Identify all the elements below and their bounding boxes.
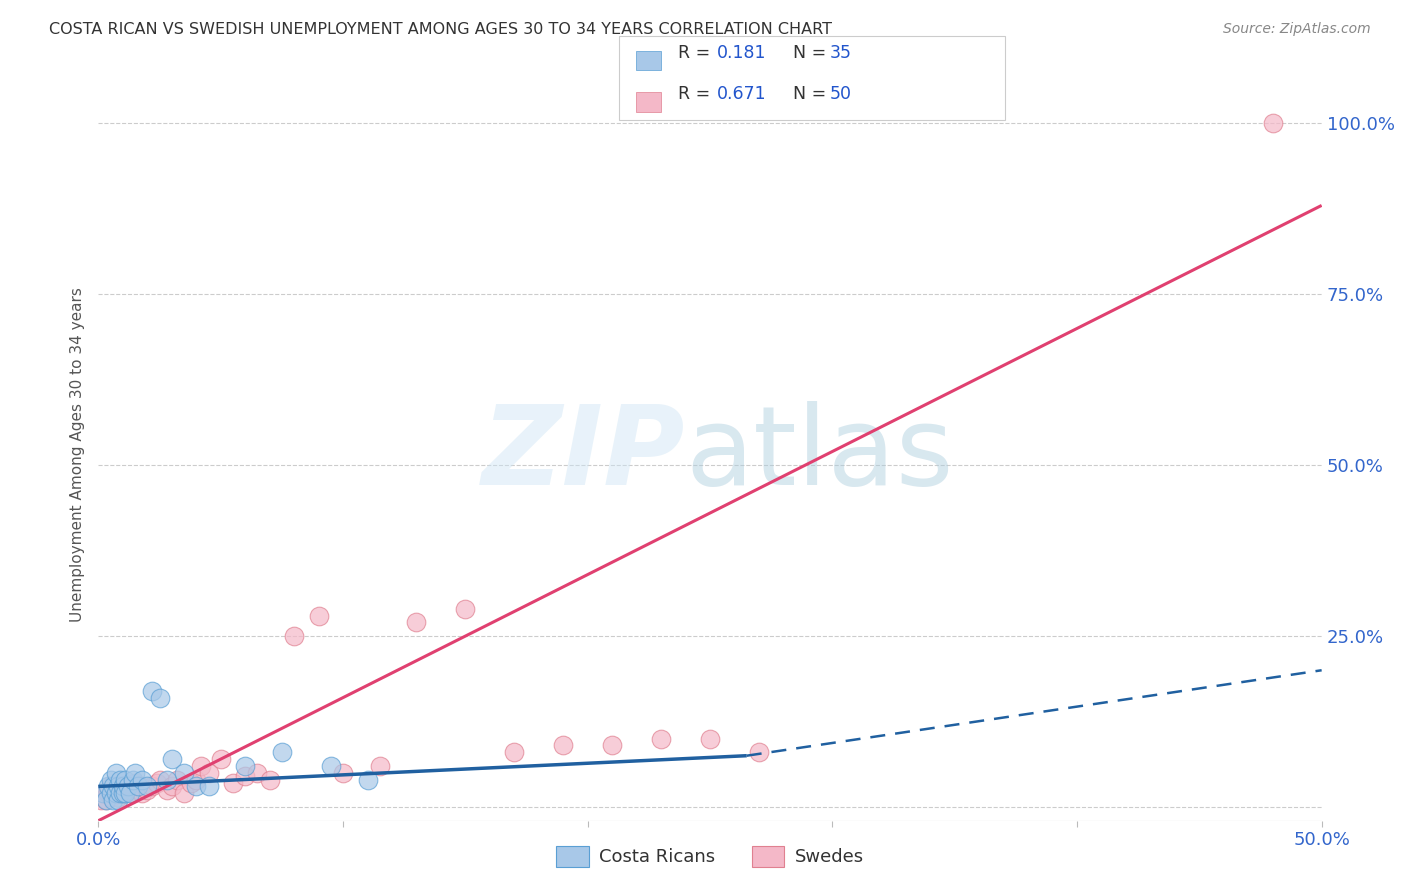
- Point: [233, 759, 256, 773]
- Point: [141, 780, 163, 794]
- Point: [166, 772, 188, 787]
- Text: 0.671: 0.671: [717, 85, 766, 103]
- Point: [91, 786, 114, 800]
- Point: [110, 786, 132, 800]
- Point: [104, 765, 127, 780]
- Point: [104, 786, 127, 800]
- Point: [186, 772, 208, 787]
- Point: [186, 780, 208, 794]
- Point: [107, 793, 129, 807]
- Point: [141, 683, 163, 698]
- Point: [246, 765, 269, 780]
- Point: [114, 786, 136, 800]
- Point: [110, 772, 132, 787]
- Point: [94, 793, 117, 807]
- Text: Source: ZipAtlas.com: Source: ZipAtlas.com: [1223, 22, 1371, 37]
- Point: [97, 780, 120, 794]
- Point: [308, 608, 330, 623]
- Point: [270, 745, 294, 759]
- Legend: Costa Ricans, Swedes: Costa Ricans, Swedes: [548, 838, 872, 874]
- Point: [100, 780, 122, 794]
- Point: [136, 780, 159, 794]
- Point: [120, 783, 142, 797]
- Point: [101, 786, 124, 800]
- Point: [127, 783, 149, 797]
- Point: [149, 690, 172, 705]
- Point: [111, 780, 134, 794]
- Point: [120, 786, 142, 800]
- Point: [319, 759, 342, 773]
- Point: [110, 786, 132, 800]
- Text: 0.181: 0.181: [717, 45, 766, 62]
- Text: R =: R =: [678, 45, 716, 62]
- Point: [117, 780, 139, 794]
- Point: [127, 780, 149, 794]
- Point: [259, 772, 281, 787]
- Point: [156, 772, 179, 787]
- Point: [117, 780, 139, 794]
- Point: [100, 786, 122, 800]
- Point: [1261, 116, 1284, 130]
- Point: [114, 786, 136, 800]
- Point: [100, 772, 122, 787]
- Point: [91, 786, 114, 800]
- Point: [748, 745, 770, 759]
- Text: ZIP: ZIP: [482, 401, 686, 508]
- Point: [553, 739, 575, 753]
- Point: [190, 759, 212, 773]
- Point: [332, 765, 354, 780]
- Point: [650, 731, 672, 746]
- Point: [114, 772, 136, 787]
- Point: [197, 780, 219, 794]
- Point: [149, 772, 172, 787]
- Point: [146, 776, 169, 790]
- Point: [600, 739, 623, 753]
- Point: [405, 615, 427, 630]
- Point: [131, 786, 153, 800]
- Text: N =: N =: [793, 45, 832, 62]
- Point: [131, 772, 153, 787]
- Point: [104, 783, 127, 797]
- Point: [156, 783, 179, 797]
- Y-axis label: Unemployment Among Ages 30 to 34 years: Unemployment Among Ages 30 to 34 years: [70, 287, 86, 623]
- Point: [136, 783, 159, 797]
- Text: 35: 35: [830, 45, 852, 62]
- Point: [454, 601, 477, 615]
- Point: [368, 759, 391, 773]
- Text: N =: N =: [793, 85, 832, 103]
- Text: 50: 50: [830, 85, 852, 103]
- Point: [111, 786, 134, 800]
- Point: [107, 789, 129, 804]
- Point: [173, 765, 195, 780]
- Point: [124, 776, 146, 790]
- Point: [233, 769, 256, 783]
- Point: [283, 629, 305, 643]
- Point: [110, 780, 132, 794]
- Point: [160, 752, 183, 766]
- Text: R =: R =: [678, 85, 716, 103]
- Text: atlas: atlas: [686, 401, 955, 508]
- Point: [503, 745, 526, 759]
- Point: [197, 765, 219, 780]
- Point: [107, 780, 129, 794]
- Point: [100, 789, 122, 804]
- Point: [180, 776, 202, 790]
- Point: [121, 786, 143, 800]
- Point: [111, 783, 134, 797]
- Text: COSTA RICAN VS SWEDISH UNEMPLOYMENT AMONG AGES 30 TO 34 YEARS CORRELATION CHART: COSTA RICAN VS SWEDISH UNEMPLOYMENT AMON…: [49, 22, 832, 37]
- Point: [101, 793, 124, 807]
- Point: [94, 793, 117, 807]
- Point: [129, 780, 152, 794]
- Point: [101, 780, 124, 794]
- Point: [121, 772, 143, 787]
- Point: [160, 780, 183, 794]
- Point: [209, 752, 232, 766]
- Point: [356, 772, 378, 787]
- Point: [124, 765, 146, 780]
- Point: [222, 776, 245, 790]
- Point: [90, 793, 112, 807]
- Point: [97, 786, 120, 800]
- Point: [173, 786, 195, 800]
- Point: [699, 731, 721, 746]
